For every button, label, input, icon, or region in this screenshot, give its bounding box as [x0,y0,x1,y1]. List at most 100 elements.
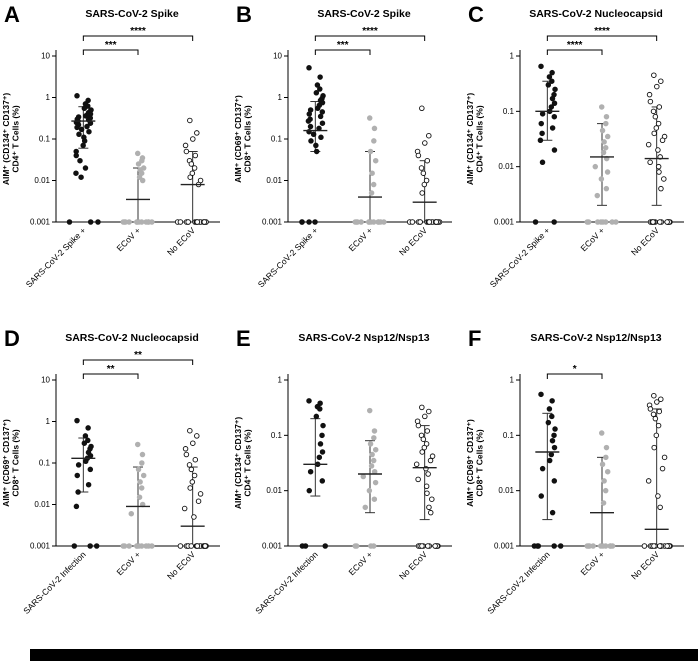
data-point [366,219,372,225]
data-point [149,543,155,549]
data-point [535,543,542,549]
bottom-crop-bar [30,649,698,661]
significance-label: **** [567,40,583,51]
significance-label: *** [105,40,117,51]
data-point [368,463,375,469]
data-point [87,466,94,473]
y-tick-label: 0.1 [39,135,51,144]
data-point [424,428,431,434]
data-point [603,444,610,451]
significance-bracket [546,35,658,41]
data-point [318,134,324,141]
data-point [664,219,670,225]
data-point [371,138,377,144]
data-point [194,543,201,549]
data-point [419,543,425,549]
scatter-plot-c: 0.001 0.01 0.1 1 AIM⁺ (CD134⁺ CD137⁺)CD4⁺ T … [465,26,684,289]
data-point [423,177,430,184]
data-point [77,157,83,164]
data-point [604,133,611,140]
y-tick-label: 0.01 [498,486,514,495]
data-point [307,123,314,130]
data-point [81,440,88,446]
data-point [371,496,378,502]
panel-title-e: SARS-CoV-2 Nsp12/Nsp13 [298,332,430,344]
data-point [600,543,606,549]
data-point [306,219,312,225]
significance-bracket [82,373,139,379]
data-point [657,543,663,549]
data-point [74,93,80,99]
data-point [372,479,379,486]
data-point [651,444,657,451]
data-point [557,543,564,549]
data-point [78,126,85,133]
data-point [85,97,91,104]
data-point [137,479,143,485]
x-group-label: No ECoV [629,549,661,581]
data-point [190,136,196,142]
data-point [551,478,558,484]
data-point [319,449,326,455]
data-point [655,163,662,170]
data-point [548,104,555,110]
x-group-label: ECoV + [114,225,142,253]
data-point [429,496,435,502]
scatter-plot-e: 0.001 0.01 0.1 1 AIM⁺ (CD134⁺ CD137⁺)CD4⁺ T … [233,374,452,616]
data-point [549,78,555,84]
data-point [659,137,666,144]
data-point [191,514,197,520]
data-point [609,219,615,225]
data-point [85,425,91,431]
y-tick-label: 0.1 [39,459,51,468]
x-group-label: No ECoV [397,549,429,581]
y-tick-label: 1 [46,93,51,102]
data-point [192,456,199,463]
data-point [655,422,662,429]
data-point [190,440,196,446]
data-point [652,415,659,422]
data-point [658,185,664,192]
data-point [80,142,86,149]
panel-title-d: SARS-CoV-2 Nucleocapsid [65,332,199,344]
data-point [545,82,552,88]
data-point [653,125,660,131]
data-point [76,131,82,138]
data-point [81,138,88,144]
data-point [415,476,421,483]
y-tick-label: 0.01 [266,486,282,495]
data-point [181,505,188,512]
data-point [78,174,84,180]
data-point [82,113,89,119]
x-group-label: SARS-CoV-2 Spike + [256,225,320,289]
data-point [641,543,648,549]
data-point [188,161,195,167]
data-point [551,147,558,153]
data-point [549,125,556,131]
data-point [551,113,558,120]
panel-letter-a: A [4,2,20,27]
data-point [314,105,321,112]
y-tick-label: 0.001 [30,218,51,227]
data-point [651,130,657,137]
x-group-label: No ECoV [165,225,197,257]
data-point [432,543,438,549]
data-point [136,174,143,180]
data-point [306,111,313,117]
data-point [317,406,323,412]
data-point [420,170,427,176]
data-point [426,132,432,139]
data-point [426,219,433,225]
x-group-label: ECoV + [578,225,606,253]
data-point [187,117,193,124]
panel-letter-f: F [468,326,482,351]
data-point [650,219,656,225]
data-point [372,446,379,453]
data-point [585,219,592,225]
x-group-label: No ECoV [629,225,661,257]
data-point [182,446,189,452]
data-point [75,462,82,468]
data-point [189,479,196,485]
data-point [585,543,592,549]
data-point [313,148,320,155]
